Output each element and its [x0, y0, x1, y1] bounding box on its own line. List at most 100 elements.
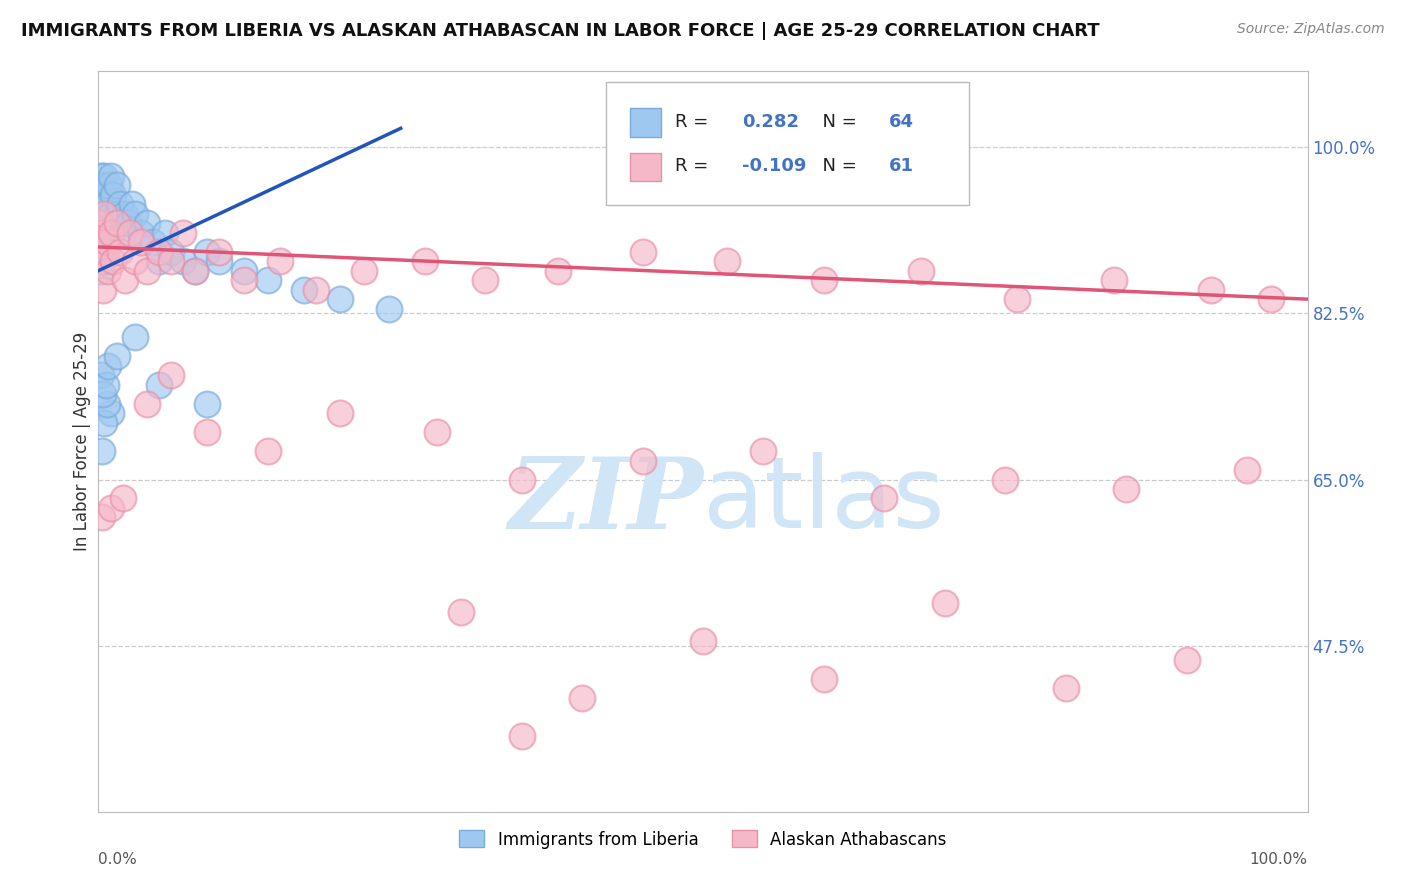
Text: -0.109: -0.109: [742, 157, 806, 175]
FancyBboxPatch shape: [630, 153, 661, 181]
Point: [93, 169, 115, 183]
FancyBboxPatch shape: [630, 109, 661, 136]
Point: [135, 396, 157, 410]
Point: [148, 254, 170, 268]
Point: [93, 416, 115, 430]
Legend: Immigrants from Liberia, Alaskan Athabascans: Immigrants from Liberia, Alaskan Athabas…: [453, 823, 953, 855]
Point: [160, 244, 183, 259]
Point: [1199, 283, 1222, 297]
Point: [105, 178, 128, 193]
Point: [813, 273, 835, 287]
Point: [91, 216, 114, 230]
Point: [118, 226, 141, 240]
Point: [91, 254, 114, 268]
Point: [93, 207, 115, 221]
Text: 0.282: 0.282: [742, 112, 799, 131]
Point: [148, 244, 170, 259]
Point: [91, 178, 114, 193]
Text: 64: 64: [889, 112, 914, 131]
Point: [118, 216, 141, 230]
Point: [813, 672, 835, 686]
Point: [631, 244, 654, 259]
Text: N =: N =: [811, 112, 862, 131]
Point: [353, 263, 375, 277]
Point: [153, 226, 176, 240]
Point: [510, 473, 533, 487]
Point: [1115, 482, 1137, 496]
Point: [90, 235, 112, 250]
Point: [91, 207, 114, 221]
Point: [100, 500, 122, 515]
Point: [101, 187, 124, 202]
Point: [93, 207, 115, 221]
Point: [108, 197, 131, 211]
Point: [98, 178, 121, 193]
Point: [377, 301, 399, 316]
Point: [90, 254, 112, 268]
Point: [96, 235, 118, 250]
Point: [195, 396, 218, 410]
Point: [105, 349, 128, 363]
Point: [94, 197, 117, 211]
Point: [89, 187, 111, 202]
Point: [135, 263, 157, 277]
Point: [184, 263, 207, 277]
Point: [91, 283, 114, 297]
Text: R =: R =: [675, 112, 714, 131]
Text: ZIP: ZIP: [508, 452, 703, 549]
Point: [135, 216, 157, 230]
Point: [97, 226, 120, 240]
Text: R =: R =: [675, 157, 714, 175]
Point: [571, 690, 593, 705]
Point: [101, 254, 124, 268]
Point: [108, 244, 131, 259]
Text: IMMIGRANTS FROM LIBERIA VS ALASKAN ATHABASCAN IN LABOR FORCE | AGE 25-29 CORRELA: IMMIGRANTS FROM LIBERIA VS ALASKAN ATHAB…: [21, 22, 1099, 40]
Point: [1007, 292, 1029, 306]
Point: [111, 226, 134, 240]
Point: [329, 406, 352, 420]
Point: [474, 273, 496, 287]
Point: [256, 273, 278, 287]
FancyBboxPatch shape: [606, 82, 969, 204]
Point: [114, 273, 136, 287]
Point: [100, 226, 122, 240]
Point: [103, 216, 125, 230]
Point: [692, 633, 714, 648]
Point: [97, 359, 120, 373]
Point: [91, 444, 114, 458]
Point: [1260, 292, 1282, 306]
Point: [100, 169, 122, 183]
Point: [232, 273, 254, 287]
Point: [510, 729, 533, 743]
Point: [426, 425, 449, 439]
Point: [873, 491, 896, 506]
Point: [90, 368, 112, 383]
Point: [208, 254, 231, 268]
Point: [100, 406, 122, 420]
Point: [114, 207, 136, 221]
Point: [269, 254, 291, 268]
Text: N =: N =: [811, 157, 862, 175]
Point: [160, 254, 183, 268]
Point: [208, 244, 231, 259]
Point: [172, 226, 194, 240]
Point: [91, 387, 114, 401]
Point: [97, 197, 120, 211]
Point: [90, 263, 112, 277]
Point: [1102, 273, 1125, 287]
Point: [105, 216, 128, 230]
Point: [994, 473, 1017, 487]
Point: [98, 216, 121, 230]
Point: [121, 197, 143, 211]
Point: [292, 283, 315, 297]
Point: [172, 254, 194, 268]
Point: [97, 263, 120, 277]
Point: [91, 510, 114, 524]
Point: [94, 226, 117, 240]
Point: [129, 235, 152, 250]
Point: [91, 226, 114, 240]
Text: atlas: atlas: [703, 452, 945, 549]
Text: 0.0%: 0.0%: [98, 853, 138, 867]
Text: 100.0%: 100.0%: [1250, 853, 1308, 867]
Point: [107, 207, 129, 221]
